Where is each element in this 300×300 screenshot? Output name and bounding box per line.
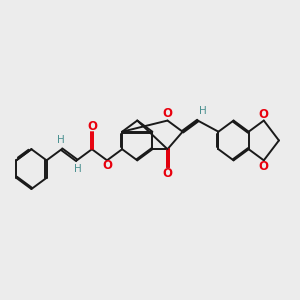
Text: O: O — [259, 160, 269, 173]
Text: O: O — [163, 107, 172, 120]
Text: H: H — [74, 164, 82, 174]
Text: O: O — [87, 120, 97, 134]
Text: O: O — [259, 108, 269, 121]
Text: O: O — [102, 159, 112, 172]
Text: H: H — [57, 136, 65, 146]
Text: H: H — [199, 106, 206, 116]
Text: O: O — [163, 167, 172, 180]
